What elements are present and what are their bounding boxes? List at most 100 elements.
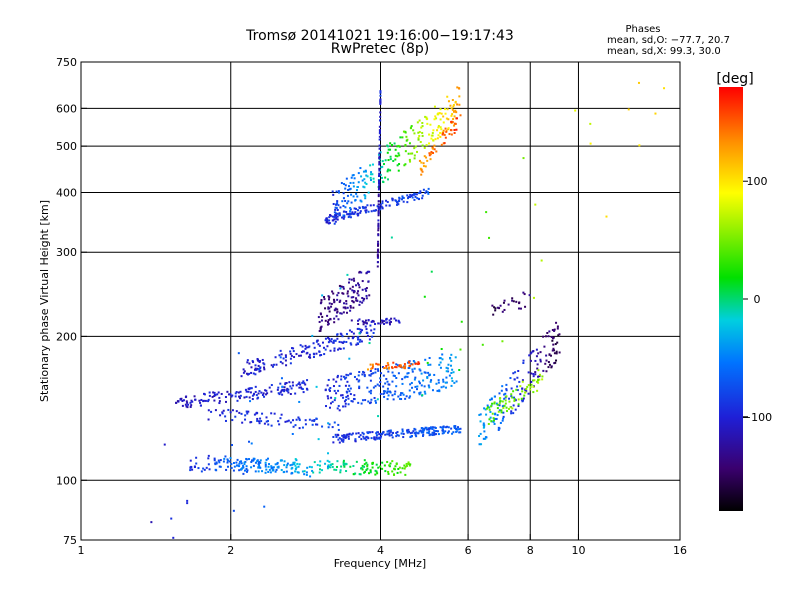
data-point: [235, 461, 238, 464]
data-point: [346, 273, 349, 276]
data-point: [369, 204, 372, 207]
data-point: [261, 394, 264, 397]
data-point: [316, 464, 319, 467]
data-point: [538, 378, 541, 381]
data-point: [374, 438, 377, 441]
data-point: [344, 462, 347, 465]
data-point: [254, 364, 257, 367]
data-point: [537, 352, 540, 355]
data-point: [274, 470, 277, 473]
data-point: [404, 131, 407, 134]
data-point: [445, 129, 448, 132]
data-point: [428, 133, 431, 136]
data-point: [298, 386, 301, 389]
data-point: [336, 407, 339, 410]
data-point: [369, 379, 372, 382]
data-point: [499, 304, 502, 307]
data-point: [443, 142, 446, 145]
data-point: [356, 319, 359, 322]
data-point: [377, 229, 380, 232]
data-point: [509, 406, 512, 409]
data-point: [429, 152, 432, 155]
data-point: [246, 469, 249, 472]
data-point: [335, 315, 338, 318]
x-tick-label: 10: [571, 544, 585, 557]
data-point: [249, 387, 252, 390]
data-point: [453, 122, 456, 125]
data-point: [363, 463, 366, 466]
data-point: [313, 346, 316, 349]
data-point: [264, 463, 267, 466]
data-point: [376, 363, 379, 366]
data-point: [363, 321, 366, 324]
data-point: [340, 378, 343, 381]
data-point: [442, 132, 445, 135]
data-point: [387, 394, 390, 397]
data-point: [398, 200, 401, 203]
data-point: [433, 144, 436, 147]
data-point: [379, 377, 382, 380]
data-point: [329, 466, 332, 469]
data-point: [408, 158, 411, 161]
data-point: [346, 380, 349, 383]
data-point: [510, 412, 513, 415]
data-point: [362, 432, 365, 435]
data-point: [364, 209, 367, 212]
data-point: [409, 364, 412, 367]
data-point: [298, 381, 301, 384]
data-point: [363, 178, 366, 181]
data-point: [320, 319, 323, 322]
data-point: [381, 160, 384, 163]
data-point: [390, 236, 393, 239]
data-point: [490, 420, 493, 423]
data-point: [554, 361, 557, 364]
data-point: [324, 388, 327, 391]
data-point: [501, 405, 504, 408]
data-point: [335, 190, 338, 193]
data-point: [248, 440, 251, 443]
data-point: [172, 536, 175, 539]
data-point: [386, 433, 389, 436]
data-point: [423, 371, 426, 374]
data-point: [402, 366, 405, 369]
data-point: [350, 193, 353, 196]
data-point: [421, 427, 424, 430]
data-point: [503, 397, 506, 400]
data-point: [337, 404, 340, 407]
data-point: [511, 299, 514, 302]
data-point: [348, 278, 351, 281]
data-point: [400, 392, 403, 395]
data-point: [272, 363, 275, 366]
data-point: [203, 393, 206, 396]
data-point: [407, 360, 410, 363]
data-point: [335, 468, 338, 471]
data-point: [350, 433, 353, 436]
data-point: [402, 436, 405, 439]
data-point: [256, 417, 259, 420]
data-point: [441, 358, 444, 361]
data-point: [348, 390, 351, 393]
data-point: [535, 355, 538, 358]
data-point: [298, 463, 301, 466]
data-point: [420, 384, 423, 387]
data-point: [345, 177, 348, 180]
data-point: [308, 465, 311, 468]
data-point: [346, 202, 349, 205]
data-point: [273, 412, 276, 415]
data-point: [262, 392, 265, 395]
data-point: [501, 400, 504, 403]
data-point: [528, 354, 531, 357]
data-point: [280, 413, 283, 416]
data-point: [491, 402, 494, 405]
data-point: [391, 371, 394, 374]
data-point: [413, 157, 416, 160]
data-point: [399, 136, 402, 139]
data-point: [336, 310, 339, 313]
data-point: [386, 200, 389, 203]
data-point: [332, 203, 335, 206]
data-point: [422, 162, 425, 165]
data-point: [429, 363, 432, 366]
data-point: [305, 471, 308, 474]
data-point: [505, 395, 508, 398]
